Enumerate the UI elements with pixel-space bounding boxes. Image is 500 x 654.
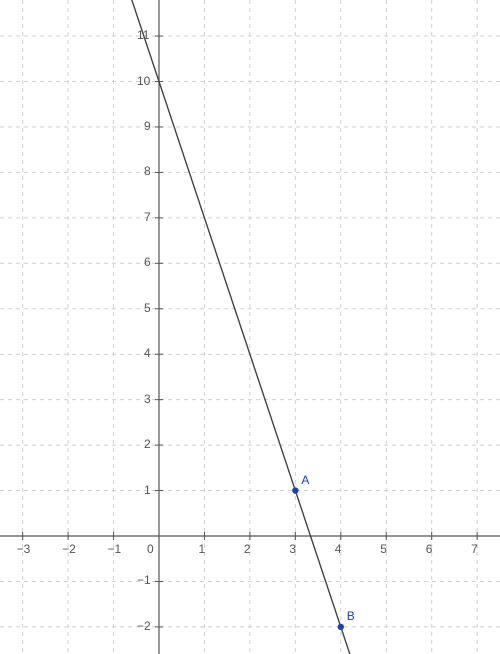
x-tick-label: 2 [244,542,251,556]
y-tick-label: 4 [144,346,151,360]
x-tick-label: −3 [17,542,31,556]
point-a [292,487,298,493]
y-tick-label: −1 [137,573,151,587]
y-tick-label: 10 [137,74,150,88]
y-tick-label: 9 [144,119,151,133]
coordinate-plane-chart: −3 −2 −1 1 2 3 4 5 6 7 0 −2 −1 1 2 3 4 5 6 7 8 9 10 11 A B [0,0,500,654]
x-tick-label: 1 [198,542,205,556]
x-tick-label: 7 [471,542,478,556]
x-tick-label: 5 [380,542,387,556]
y-tick-label: 3 [144,392,151,406]
y-tick-label: 5 [144,301,151,315]
y-tick-label: 7 [144,210,151,224]
point-label-b: B [347,609,355,623]
y-tick-label: 1 [144,483,151,497]
origin-label: 0 [147,542,154,556]
x-tick-label: 6 [426,542,433,556]
x-tick-label: −2 [62,542,76,556]
y-tick-label: 11 [137,28,149,42]
x-tick-label: 3 [289,542,296,556]
y-tick-label: 6 [144,255,151,269]
x-tick-label: −1 [108,542,122,556]
point-b [338,624,344,630]
y-tick-label: −2 [137,619,151,633]
point-label-a: A [301,473,309,487]
y-tick-label: 8 [144,164,151,178]
x-tick-label: 4 [335,542,342,556]
y-tick-label: 2 [144,437,151,451]
